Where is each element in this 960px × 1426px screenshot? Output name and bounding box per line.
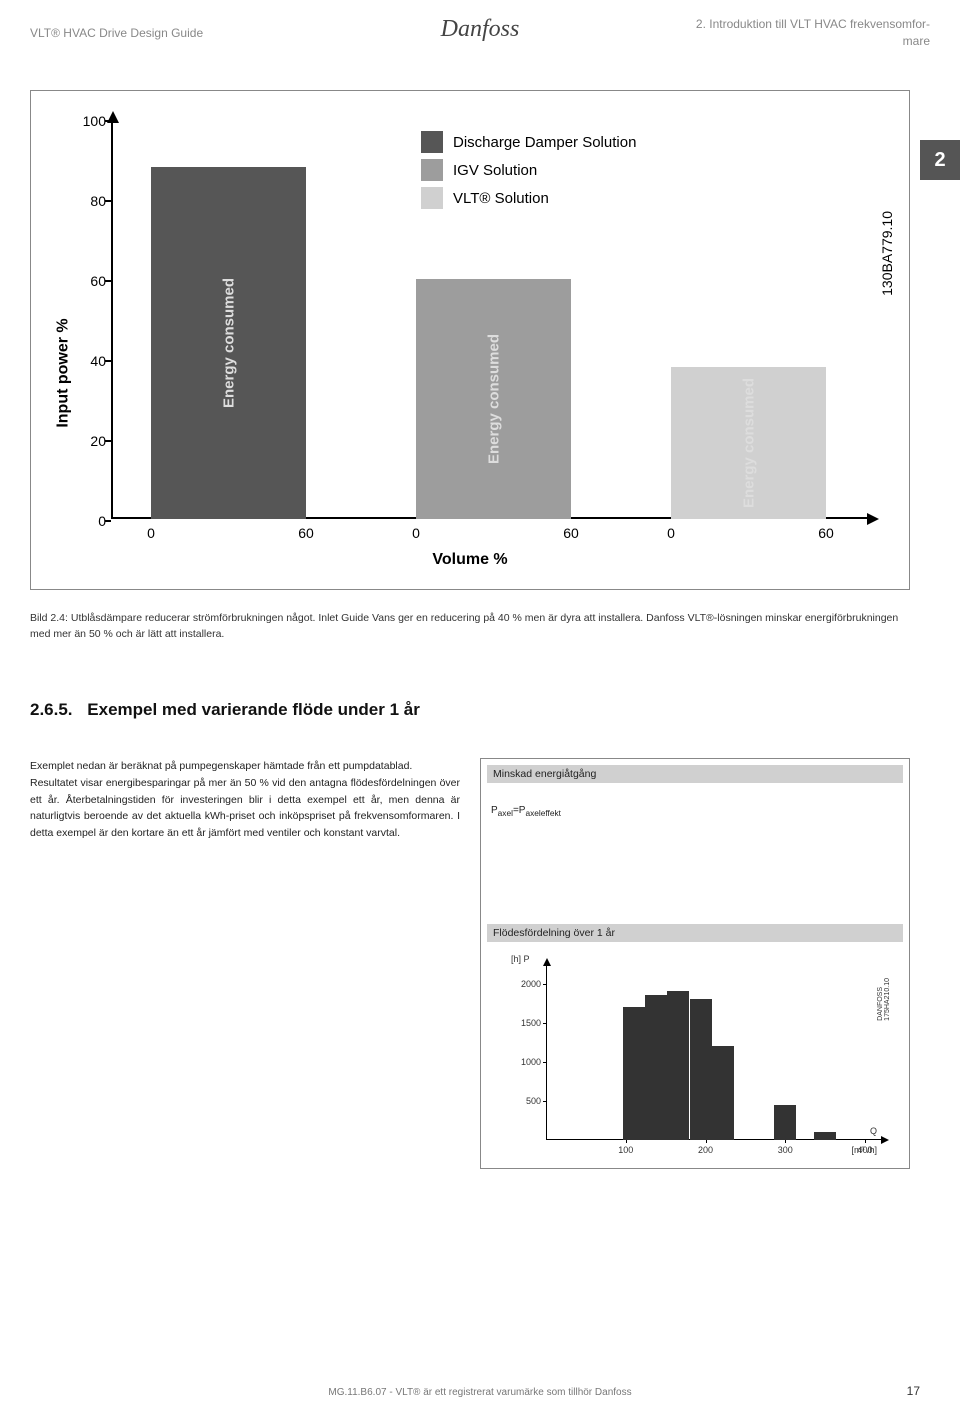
section-number: 2.6.5. xyxy=(30,700,73,719)
fc-bar xyxy=(712,1046,734,1140)
x-tick: 0 xyxy=(147,525,155,541)
panel-title-1: Minskad energiåtgång xyxy=(487,765,903,783)
bar-label: Energy consumed xyxy=(485,334,502,464)
header-right-line1: 2. Introduktion till VLT HVAC frekvensom… xyxy=(696,17,930,31)
panel-title-2: Flödesfördelning över 1 år xyxy=(487,924,903,942)
x-tick: 60 xyxy=(818,525,834,541)
fc-q-label: Q xyxy=(870,1126,877,1136)
y-tick: 80 xyxy=(71,193,106,209)
fc-x-tick: 300 xyxy=(778,1145,793,1155)
right-panel: Minskad energiåtgång Paxel=Paxeleffekt F… xyxy=(480,758,910,1169)
page-number: 17 xyxy=(907,1384,920,1398)
bar-label: Energy consumed xyxy=(220,278,237,408)
fc-bar xyxy=(645,995,667,1140)
fc-y-label: [h] P xyxy=(511,954,530,964)
caption-prefix: Bild 2.4: xyxy=(30,612,71,624)
section-heading: 2.6.5. Exempel med varierande flöde unde… xyxy=(30,700,420,720)
fc-x-tick: 100 xyxy=(618,1145,633,1155)
legend-swatch xyxy=(421,131,443,153)
legend-label: IGV Solution xyxy=(453,162,537,179)
x-tick: 0 xyxy=(667,525,675,541)
legend-swatch xyxy=(421,159,443,181)
legend-label: VLT® Solution xyxy=(453,190,549,207)
header-logo: Danfoss xyxy=(441,16,520,43)
y-tick: 20 xyxy=(71,433,106,449)
body-text: Exemplet nedan är beräknat på pumpegensk… xyxy=(30,758,460,842)
legend-item: VLT® Solution xyxy=(421,187,636,209)
y-tick: 60 xyxy=(71,273,106,289)
header-right: 2. Introduktion till VLT HVAC frekvensom… xyxy=(696,16,930,50)
legend-label: Discharge Damper Solution xyxy=(453,134,636,151)
chart-bar: Energy consumed xyxy=(671,367,826,519)
y-tick: 40 xyxy=(71,353,106,369)
page-footer: MG.11.B6.07 - VLT® är ett registrerat va… xyxy=(0,1387,960,1398)
fc-bar xyxy=(774,1105,796,1140)
figure-caption: Bild 2.4: Utblåsdämpare reducerar strömf… xyxy=(30,610,910,643)
fc-bar xyxy=(814,1132,836,1140)
fc-x-tick: 200 xyxy=(698,1145,713,1155)
fc-bar xyxy=(667,991,689,1140)
caption-text: Utblåsdämpare reducerar strömförbrukning… xyxy=(30,612,898,640)
page-header: VLT® HVAC Drive Design Guide Danfoss 2. … xyxy=(0,12,960,62)
fc-x-tick: 400 xyxy=(858,1145,873,1155)
fc-y-tick: 2000 xyxy=(511,979,541,989)
fc-y-axis xyxy=(546,966,547,1140)
fc-figure-ref: DANFOSS175HA210.10 xyxy=(877,978,891,1021)
chapter-tab: 2 xyxy=(920,140,960,180)
x-tick: 0 xyxy=(412,525,420,541)
main-bar-chart: Input power % Volume % 130BA779.10 Disch… xyxy=(30,90,910,590)
fc-y-tick: 1000 xyxy=(511,1057,541,1067)
x-tick: 60 xyxy=(563,525,579,541)
x-axis-label: Volume % xyxy=(432,551,507,569)
formula: Paxel=Paxeleffekt xyxy=(491,805,899,818)
fc-y-tick: 500 xyxy=(511,1096,541,1106)
fc-y-tick: 1500 xyxy=(511,1018,541,1028)
section-title: Exempel med varierande flöde under 1 år xyxy=(87,700,420,719)
fc-bar xyxy=(690,999,712,1140)
flow-distribution-chart: [h] P DANFOSS175HA210.10 Q [m³ /h] 50010… xyxy=(491,948,899,1158)
legend-item: IGV Solution xyxy=(421,159,636,181)
y-tick: 0 xyxy=(71,513,106,529)
bar-label: Energy consumed xyxy=(740,378,757,508)
header-left: VLT® HVAC Drive Design Guide xyxy=(30,26,203,40)
legend-item: Discharge Damper Solution xyxy=(421,131,636,153)
x-tick: 60 xyxy=(298,525,314,541)
fc-bar xyxy=(623,1007,645,1140)
figure-reference: 130BA779.10 xyxy=(879,211,895,296)
chart-legend: Discharge Damper Solution IGV Solution VLT… xyxy=(421,131,636,215)
y-tick: 100 xyxy=(71,113,106,129)
header-right-line2: mare xyxy=(903,34,930,48)
y-axis-label: Input power % xyxy=(55,318,73,427)
chart-bar: Energy consumed xyxy=(151,167,306,519)
legend-swatch xyxy=(421,187,443,209)
y-axis xyxy=(111,121,113,519)
chart-bar: Energy consumed xyxy=(416,279,571,519)
